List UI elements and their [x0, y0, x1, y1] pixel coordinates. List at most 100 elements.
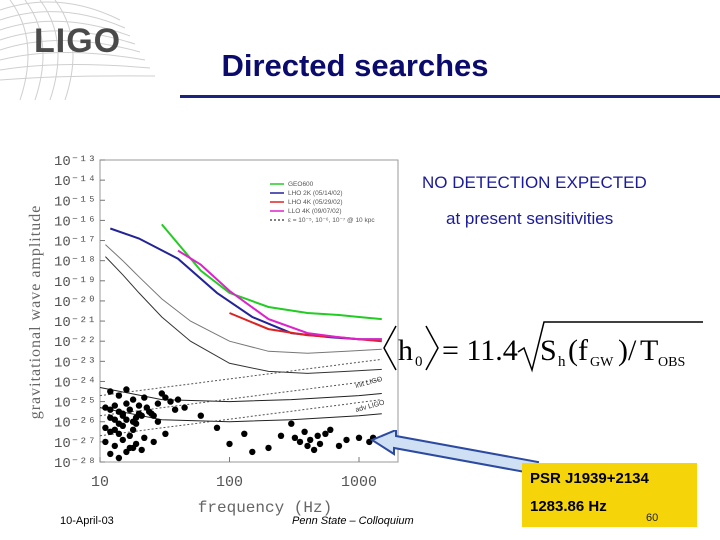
- pulsar-point-11: [123, 416, 130, 423]
- pulsar-point-19: [119, 422, 127, 429]
- pulsar-point-54: [181, 404, 188, 411]
- pulsar-point-32: [115, 392, 123, 399]
- formula-slash: /: [628, 334, 637, 367]
- pulsar-point-0: [102, 404, 109, 411]
- x-axis-label: frequency (Hz): [198, 499, 332, 517]
- pulsar-point-52: [162, 430, 169, 437]
- logo: LIGO: [34, 22, 122, 60]
- pulsar-point-47: [115, 454, 123, 462]
- pulsar-point-75: [355, 434, 363, 441]
- formula-s: S: [540, 334, 557, 367]
- footer-center: Penn State – Colloquium: [292, 515, 414, 527]
- pulsar-point-66: [304, 442, 311, 450]
- sqrt-sign: [517, 321, 703, 373]
- pulsar-point-51: [150, 438, 157, 446]
- y-tick-label-2: 10⁻¹⁵: [54, 194, 96, 210]
- x-tick-label-0: 10: [91, 474, 109, 491]
- series-line-llo-4k-09-07-02-: [177, 249, 382, 341]
- legend-entry-2: LHO 4K (05/29/02): [288, 199, 343, 206]
- pulsar-point-48: [123, 448, 130, 456]
- y-tick-label-6: 10⁻¹⁹: [54, 275, 96, 291]
- y-tick-label-5: 10⁻¹⁸: [54, 255, 96, 271]
- logo-swirl-icon: [0, 0, 156, 100]
- y-tick-label-9: 10⁻²²: [54, 335, 96, 351]
- formula-h-sub: 0: [415, 354, 423, 370]
- series-line-eps-5: [99, 358, 382, 397]
- pulsar-point-59: [249, 448, 256, 456]
- pulsar-point-53: [174, 396, 182, 403]
- pulsar-point-70: [316, 440, 324, 448]
- pulsar-point-23: [138, 412, 145, 419]
- y-tick-label-11: 10⁻²⁴: [54, 375, 96, 391]
- pointer-arrow-icon: [370, 430, 540, 476]
- pulsar-point-64: [296, 438, 304, 446]
- series-line-geo600: [161, 223, 382, 321]
- series-line-eps-6: [99, 379, 382, 417]
- y-tick-label-3: 10⁻¹⁶: [54, 214, 96, 230]
- pulsar-point-49: [129, 444, 137, 452]
- page-number: 60: [646, 512, 659, 524]
- formula-t: T: [640, 334, 658, 367]
- pulsar-point-30: [171, 406, 179, 413]
- x-tick-label-2: 1000: [341, 474, 377, 491]
- y-tick-label-4: 10⁻¹⁷: [54, 235, 96, 251]
- pulsar-point-50: [141, 434, 148, 441]
- pulsar-point-17: [111, 426, 119, 433]
- right-angle-bracket: [425, 325, 439, 371]
- y-tick-label-15: 10⁻²⁸: [54, 456, 96, 472]
- left-angle-bracket: [383, 325, 397, 371]
- pulsar-point-55: [197, 412, 204, 419]
- y-tick-label-14: 10⁻²⁷: [54, 436, 96, 452]
- legend-entry-3: LLO 4K (09/07/02): [288, 208, 341, 215]
- formula-h: h: [398, 334, 413, 367]
- series-line-curve-lower: [99, 387, 382, 403]
- y-tick-label-1: 10⁻¹⁴: [54, 174, 96, 190]
- pulsar-point-71: [322, 430, 329, 437]
- pulsar-point-61: [277, 432, 285, 439]
- pulsar-point-69: [314, 432, 321, 439]
- psr-highlight-box: [522, 463, 697, 527]
- pulsar-point-31: [107, 388, 114, 395]
- pulsar-point-63: [291, 434, 299, 441]
- psr-name: PSR J1939+2134: [530, 470, 649, 487]
- y-tick-label-13: 10⁻²⁶: [54, 416, 96, 432]
- pulsar-point-34: [129, 396, 137, 403]
- pulsar-point-20: [126, 432, 133, 439]
- formula-s-sub: h: [558, 354, 566, 370]
- pulsar-point-33: [123, 386, 130, 393]
- pulsar-point-38: [150, 412, 157, 419]
- sensitivity-chart: 10⁻¹³ 10⁻¹⁴ 10⁻¹⁵ 10⁻¹⁶ 10⁻¹⁷ 10⁻¹⁸ 10⁻¹⁹ 10⁻²⁰…: [27, 154, 399, 517]
- legend-entry-0: GEO600: [288, 181, 314, 188]
- no-detection-text: NO DETECTION EXPECTED: [422, 173, 647, 192]
- pulsar-point-15: [102, 424, 109, 431]
- pulsar-point-8: [111, 416, 119, 423]
- pulsar-point-36: [141, 394, 148, 401]
- pulsar-point-62: [288, 420, 295, 427]
- pulsar-point-28: [162, 394, 169, 401]
- sensitivity-note: at present sensitivities: [446, 209, 614, 228]
- formula-f-sub: GW: [590, 355, 614, 370]
- pulsar-point-35: [135, 402, 143, 409]
- pulsar-point-56: [213, 424, 221, 431]
- pulsar-point-58: [241, 430, 248, 437]
- y-tick-label-12: 10⁻²⁵: [54, 396, 96, 412]
- pulsar-point-2: [111, 402, 119, 409]
- pulsar-point-42: [119, 436, 127, 444]
- y-tick-label-10: 10⁻²³: [54, 355, 96, 371]
- strain-formula: h 0 = 11.4 S h ( f GW ) / T OBS: [383, 321, 703, 373]
- formula-close-paren: ): [618, 334, 628, 367]
- pulsar-point-29: [167, 398, 174, 405]
- pulsar-point-41: [111, 442, 119, 450]
- pulsar-point-73: [335, 442, 343, 450]
- y-axis-label: gravitational wave amplitude: [27, 205, 44, 420]
- pulsar-point-72: [327, 426, 334, 433]
- formula-f: f: [578, 334, 588, 367]
- y-tick-label-0: 10⁻¹³: [54, 154, 96, 170]
- pulsar-point-6: [126, 406, 133, 413]
- pulsar-point-26: [154, 400, 162, 407]
- legend-entry-4: ε = 10⁻⁵, 10⁻⁶, 10⁻⁷ @ 10 kpc: [288, 217, 375, 224]
- series-line-eps-7: [99, 399, 382, 437]
- y-tick-label-7: 10⁻²⁰: [54, 295, 96, 311]
- pulsar-point-37: [146, 408, 153, 415]
- formula-equals: = 11.4: [442, 334, 518, 367]
